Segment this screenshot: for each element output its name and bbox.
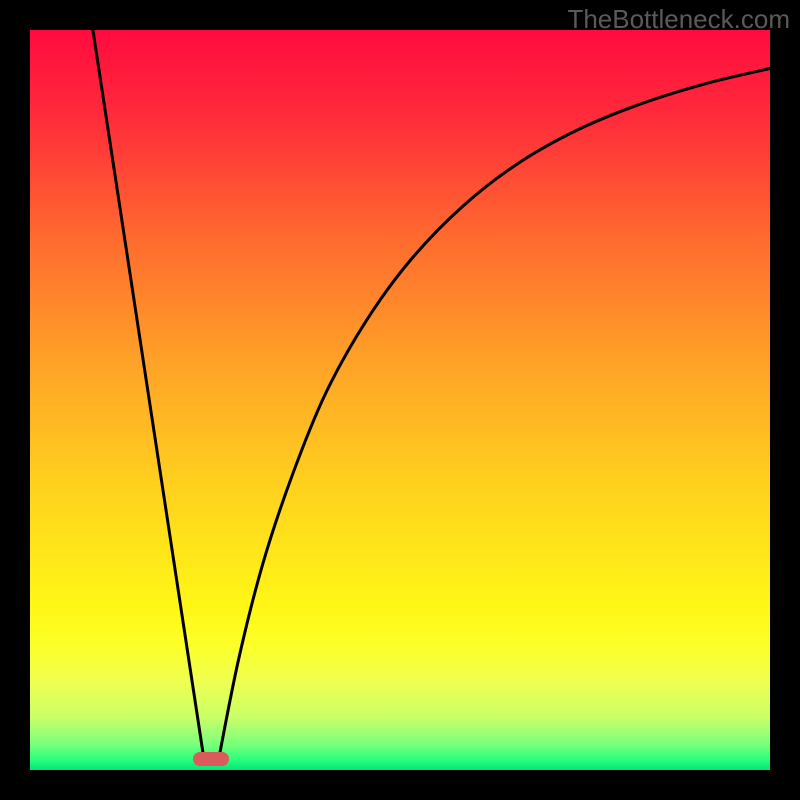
watermark-text: TheBottleneck.com: [567, 4, 790, 35]
curve-left-branch: [93, 30, 204, 759]
plot-area: [30, 30, 770, 770]
curve-right-branch: [219, 68, 770, 758]
minimum-marker: [193, 752, 229, 766]
curve-layer: [30, 30, 770, 770]
